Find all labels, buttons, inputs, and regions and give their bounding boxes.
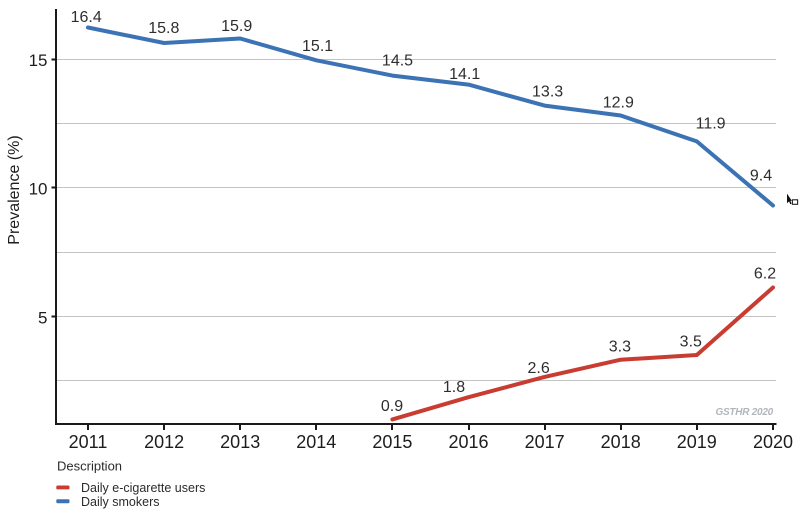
svg-text:2011: 2011 bbox=[69, 432, 108, 452]
svg-text:1.8: 1.8 bbox=[443, 379, 465, 396]
svg-text:15.8: 15.8 bbox=[148, 20, 179, 37]
svg-text:15: 15 bbox=[29, 51, 48, 70]
svg-text:2.6: 2.6 bbox=[527, 360, 549, 377]
svg-text:2018: 2018 bbox=[601, 432, 641, 452]
svg-text:2015: 2015 bbox=[372, 432, 412, 452]
svg-text:14.1: 14.1 bbox=[449, 66, 480, 83]
svg-text:14.5: 14.5 bbox=[382, 52, 413, 69]
svg-text:2013: 2013 bbox=[220, 432, 260, 452]
svg-text:10: 10 bbox=[29, 180, 48, 199]
svg-text:15.1: 15.1 bbox=[302, 38, 333, 55]
svg-text:GSTHR 2020: GSTHR 2020 bbox=[715, 407, 773, 418]
svg-text:15.9: 15.9 bbox=[221, 18, 252, 35]
svg-text:2012: 2012 bbox=[144, 432, 184, 452]
svg-text:16.4: 16.4 bbox=[71, 9, 102, 26]
svg-text:2017: 2017 bbox=[525, 432, 565, 452]
svg-text:Description: Description bbox=[57, 459, 122, 474]
svg-text:13.3: 13.3 bbox=[532, 84, 563, 101]
svg-text:12.9: 12.9 bbox=[603, 95, 634, 112]
svg-text:2016: 2016 bbox=[448, 432, 488, 452]
svg-text:5: 5 bbox=[38, 308, 47, 327]
svg-text:2014: 2014 bbox=[296, 432, 336, 452]
svg-text:0.9: 0.9 bbox=[381, 398, 403, 415]
svg-text:2020: 2020 bbox=[753, 432, 793, 452]
svg-text:3.3: 3.3 bbox=[609, 338, 631, 355]
svg-text:9.4: 9.4 bbox=[750, 168, 772, 185]
svg-text:6.2: 6.2 bbox=[754, 266, 776, 283]
svg-text:3.5: 3.5 bbox=[680, 333, 702, 350]
svg-text:Daily smokers: Daily smokers bbox=[81, 495, 160, 509]
svg-text:Daily e-cigarette users: Daily e-cigarette users bbox=[81, 481, 205, 495]
svg-text:2019: 2019 bbox=[677, 432, 717, 452]
svg-text:11.9: 11.9 bbox=[696, 116, 726, 133]
svg-text:Prevalence (%): Prevalence (%) bbox=[6, 135, 23, 244]
